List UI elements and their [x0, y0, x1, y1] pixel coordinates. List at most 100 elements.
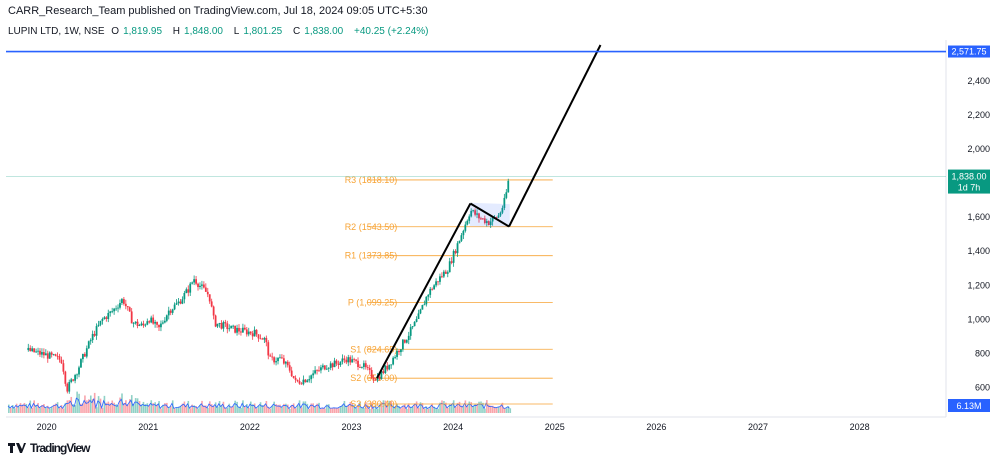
volume-bar	[109, 403, 112, 413]
candle-body	[394, 356, 396, 358]
volume-bar	[9, 407, 12, 413]
candle-body	[384, 365, 387, 373]
candle-body	[444, 271, 447, 274]
volume-bar	[103, 395, 106, 413]
candle-body	[238, 327, 240, 332]
volume-bar	[156, 404, 158, 413]
volume-bar	[363, 408, 365, 413]
candle-body	[466, 220, 469, 225]
candle-body	[302, 379, 305, 385]
candle-body	[491, 217, 494, 222]
volume-bar	[415, 401, 418, 413]
candle-body	[105, 317, 108, 319]
candle-body	[329, 363, 332, 368]
candle-body	[115, 308, 117, 310]
volume-bar	[27, 407, 30, 413]
candle-body	[349, 357, 352, 363]
tradingview-brand[interactable]: TradingView	[30, 441, 90, 455]
volume-bar	[166, 402, 168, 413]
candle-body	[337, 363, 340, 365]
volume-bar	[357, 405, 359, 413]
volume-bar	[341, 404, 344, 413]
volume-bar	[439, 402, 441, 413]
volume-bar	[406, 408, 408, 413]
volume-bar	[35, 405, 37, 413]
candle-body	[269, 355, 272, 357]
volume-bar	[275, 404, 277, 413]
symbol-label[interactable]: LUPIN LTD, 1W, NSE	[8, 26, 105, 37]
volume-bar	[267, 406, 270, 413]
candle-body	[33, 348, 36, 353]
candle-body	[458, 240, 461, 244]
volume-bar	[374, 405, 377, 413]
volume-bar	[294, 408, 297, 413]
candle-body	[50, 352, 53, 355]
volume-bar	[382, 400, 385, 413]
volume-bar	[259, 402, 262, 413]
volume-bar	[11, 405, 14, 413]
volume-bar	[437, 408, 439, 413]
candle-body	[175, 303, 178, 305]
candle-body	[224, 322, 227, 324]
candle-body	[240, 331, 242, 333]
candle-body	[279, 357, 281, 359]
candle-body	[433, 285, 436, 290]
candle-body	[78, 367, 80, 375]
candle-body	[382, 371, 385, 373]
volume-bar	[31, 407, 34, 413]
candle-body	[60, 359, 63, 364]
volume-bar	[509, 408, 512, 413]
candle-body	[165, 315, 168, 321]
candle-body	[42, 352, 45, 356]
candle-body	[398, 351, 400, 353]
candle-body	[325, 368, 328, 370]
candle-body	[99, 320, 102, 325]
candle-body	[265, 337, 268, 343]
candle-body	[489, 221, 492, 225]
candle-body	[35, 351, 37, 353]
pivot-label-r1: R1 (1373.85)	[345, 251, 398, 261]
volume-bar	[168, 407, 170, 413]
candle-body	[505, 192, 508, 198]
candle-body	[271, 356, 274, 358]
candle-body	[480, 218, 482, 220]
volume-bar	[111, 400, 114, 413]
volume-bar	[497, 406, 500, 413]
change-value: +40.25 (+2.24%)	[353, 26, 429, 37]
candle-body	[191, 282, 194, 284]
volume-bar	[66, 400, 69, 413]
volume-bar	[429, 406, 432, 413]
volume-bar	[197, 408, 199, 413]
candle-body	[249, 331, 252, 334]
candle-body	[54, 354, 57, 356]
candle-body	[485, 221, 488, 223]
volume-bar	[417, 407, 420, 413]
candle-body	[386, 365, 389, 370]
volume-bar	[472, 405, 475, 413]
candle-body	[255, 329, 258, 335]
candle-body	[169, 310, 172, 313]
volume-bar	[306, 403, 309, 413]
candle-body	[476, 213, 478, 215]
candle-body	[403, 339, 406, 343]
volume-bar	[386, 406, 389, 413]
volume-bar	[13, 408, 16, 413]
volume-bar	[181, 403, 184, 413]
candle-body	[263, 337, 266, 340]
candle-body	[109, 311, 112, 313]
candle-body	[243, 327, 246, 330]
candle-body	[107, 312, 110, 319]
volume-bar	[208, 401, 211, 413]
volume-bar	[255, 408, 258, 413]
y-tick-label: 1,600	[967, 212, 990, 222]
volume-bar	[33, 400, 35, 413]
volume-bar	[228, 403, 231, 413]
candle-body	[150, 317, 153, 323]
candle-body	[341, 358, 344, 362]
candle-body	[138, 325, 141, 326]
candle-body	[80, 359, 82, 368]
volume-bar	[240, 407, 242, 413]
candle-body	[478, 213, 480, 219]
candle-body	[218, 323, 221, 324]
